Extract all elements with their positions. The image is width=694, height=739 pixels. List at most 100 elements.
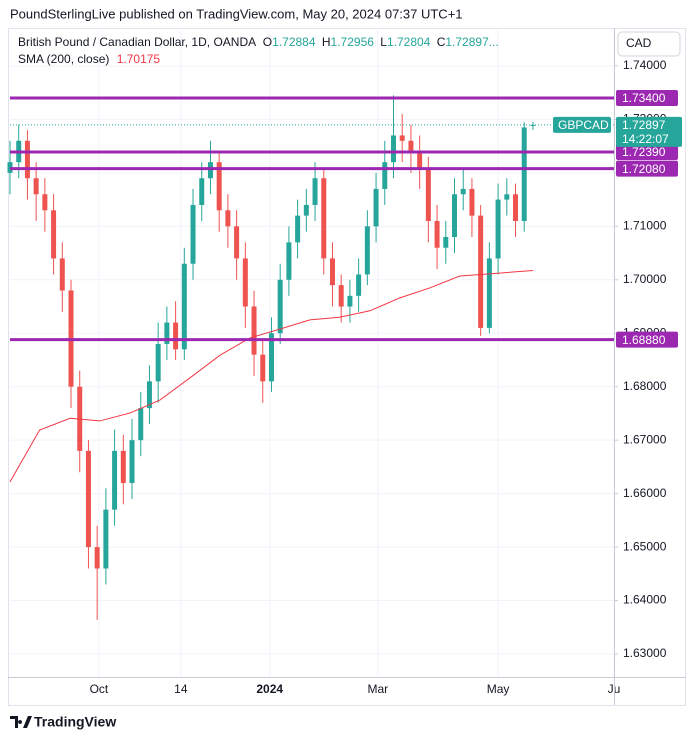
indicator-value: 1.70175 <box>117 52 161 66</box>
countdown: 14:22:07 <box>622 132 669 146</box>
level-label-box <box>616 331 678 348</box>
candle-body <box>225 210 231 227</box>
y-tick-label: 1.68000 <box>623 379 667 393</box>
candle-body <box>452 194 458 238</box>
candle-body <box>155 343 161 382</box>
legend-line: British Pound / Canadian Dollar, 1D, OAN… <box>18 35 499 49</box>
candle-body <box>268 333 274 382</box>
ohlc-value: 1.72804 <box>387 35 431 49</box>
indicator-line: SMA (200, close) 1.70175 <box>18 52 160 66</box>
candle-body <box>513 194 519 221</box>
footer: TradingView <box>34 714 116 730</box>
symbol-label: GBPCAD <box>558 118 609 132</box>
candle-body <box>364 226 370 275</box>
level-label: 1.73400 <box>622 91 666 105</box>
candle-body <box>199 178 205 205</box>
candle-body <box>469 188 475 216</box>
tv-logo: TradingView <box>10 714 116 730</box>
candle-body <box>51 210 57 259</box>
candle-body <box>417 151 423 168</box>
indicator-name: SMA (200, close) <box>18 52 109 66</box>
candle-body <box>190 204 196 264</box>
candle-body <box>390 135 396 163</box>
candle-body <box>312 178 318 205</box>
publisher: PoundSterlingLive published on TradingVi… <box>10 6 463 21</box>
y-tick-label: 1.67000 <box>623 432 667 446</box>
logo-mark <box>10 716 32 728</box>
ohlc-key: C <box>437 35 446 49</box>
candle-body <box>329 258 335 286</box>
candle-body <box>347 295 353 307</box>
candle-body <box>33 178 39 195</box>
candle-body <box>338 285 344 307</box>
candle-body <box>260 354 266 382</box>
candle-body <box>495 199 501 259</box>
candle-body <box>181 263 187 350</box>
frame <box>8 28 686 706</box>
currency: CAD <box>626 36 652 50</box>
candle-body <box>295 215 301 243</box>
y-tick-label: 1.74000 <box>623 58 667 72</box>
level-label-box <box>616 160 678 177</box>
candle-body <box>408 140 414 152</box>
candle-body <box>277 279 283 334</box>
candle-body <box>112 450 118 510</box>
candle-body <box>251 306 257 355</box>
candle-body <box>85 450 91 548</box>
y-tick-label: 1.70000 <box>623 272 667 286</box>
candle-body <box>59 258 65 291</box>
candle-body <box>24 140 30 179</box>
y-tick-label: 1.63000 <box>623 646 667 660</box>
y-tick-label: 1.64000 <box>623 593 667 607</box>
candle-body <box>207 162 213 179</box>
candle-body <box>146 381 152 409</box>
candle-body <box>120 450 126 483</box>
y-tick-label: 1.65000 <box>623 539 667 553</box>
ohlc-value: 1.72956 <box>331 35 375 49</box>
overlay: 1.73400 1.72390 1.72080 1.68880 GBPCAD 1.7289… <box>10 90 682 348</box>
candle-body <box>321 178 327 259</box>
x-tick-label: Mar <box>367 682 388 696</box>
candle-body <box>356 274 362 296</box>
candle-body <box>443 237 449 248</box>
level-label-box <box>616 90 678 107</box>
x-tick-label: Oct <box>90 682 109 696</box>
ohlc-key: H <box>322 35 331 49</box>
candle-body <box>164 322 170 344</box>
candle-body <box>129 440 135 483</box>
candle-body <box>173 322 179 350</box>
candle-body <box>460 188 466 195</box>
currency-box[interactable] <box>617 31 681 57</box>
candle-body <box>216 162 222 211</box>
candle-body <box>399 135 405 141</box>
candle-body <box>234 226 240 259</box>
candle-body <box>103 509 109 569</box>
x-tick-label: 2024 <box>256 682 283 696</box>
candle-body <box>486 258 492 328</box>
level-label: 1.68880 <box>622 333 666 347</box>
y-tick-label: 1.66000 <box>623 486 667 500</box>
candle-body <box>94 547 100 569</box>
symbol-box <box>553 116 611 133</box>
candle-body <box>138 408 144 441</box>
candle-body <box>382 162 388 189</box>
x-tick-label: 14 <box>174 682 188 696</box>
level-label: 1.72390 <box>622 145 666 159</box>
candle-body <box>425 167 431 221</box>
sma-line <box>9 269 533 483</box>
candle-body <box>373 188 379 227</box>
ohlc-key: L <box>380 35 387 49</box>
ohlc-value: 1.72884 <box>272 35 316 49</box>
candle-body <box>478 215 484 328</box>
symbol: British Pound / Canadian Dollar, 1D, OAN… <box>18 35 256 49</box>
candle-body <box>42 194 48 211</box>
truncation: ... <box>489 35 499 49</box>
level-label: 1.72080 <box>622 162 666 176</box>
candle-body <box>434 220 440 248</box>
candle-body <box>504 194 510 200</box>
x-tick-label: May <box>487 682 510 696</box>
ohlc-value: 1.72897 <box>445 35 489 49</box>
candle-body <box>286 242 292 280</box>
